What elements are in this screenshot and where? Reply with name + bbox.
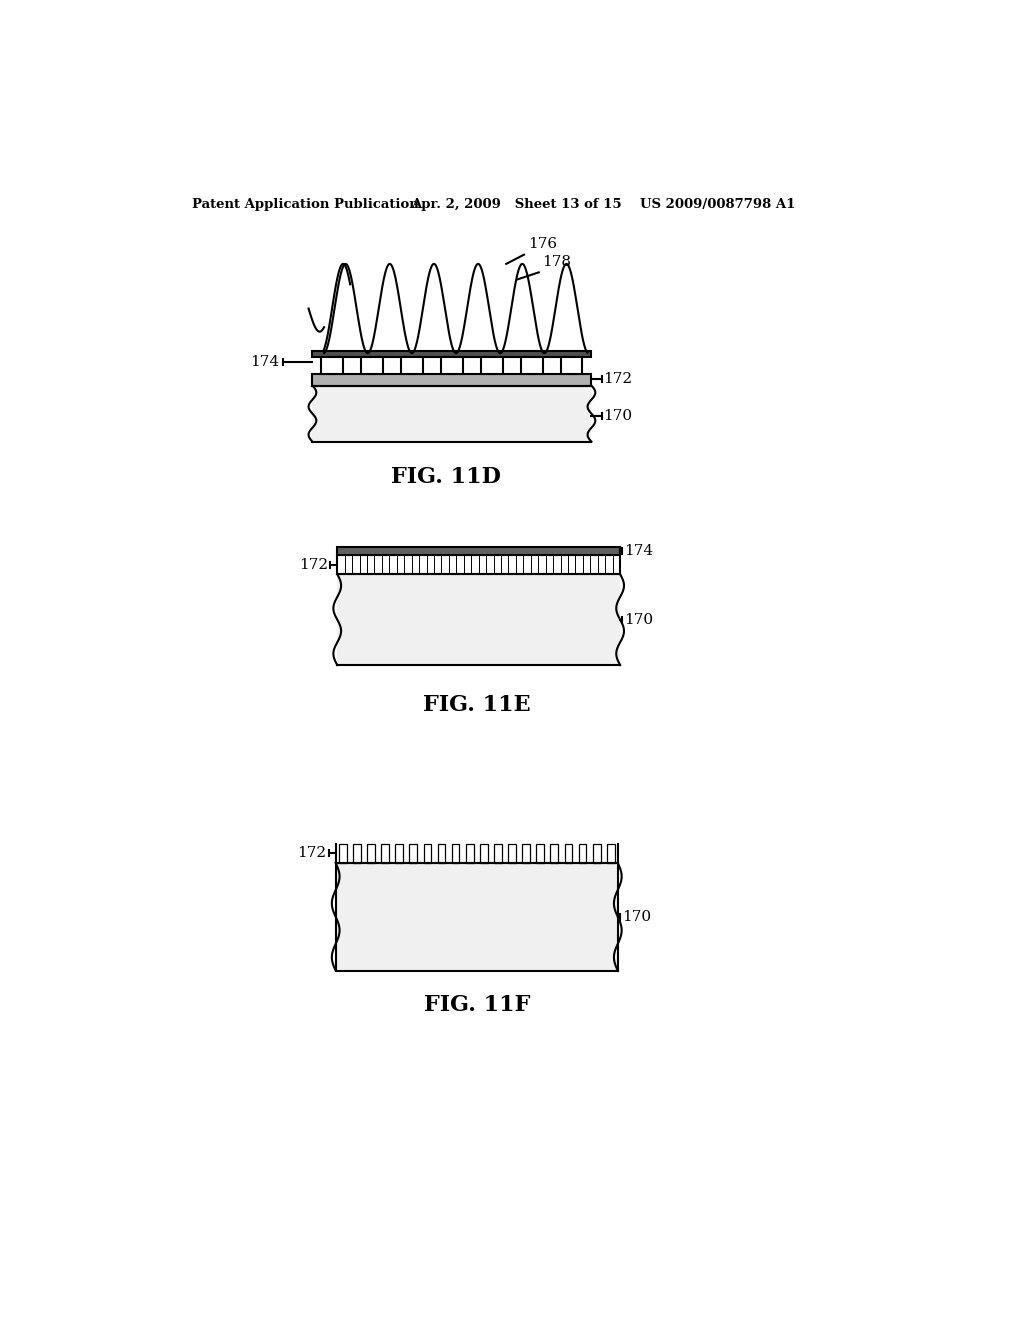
Bar: [337, 548, 621, 554]
Bar: [361, 356, 383, 374]
Text: FIG. 11F: FIG. 11F: [424, 994, 530, 1016]
Text: FIG. 11D: FIG. 11D: [391, 466, 501, 488]
Bar: [480, 843, 487, 863]
Bar: [537, 843, 544, 863]
Bar: [395, 843, 403, 863]
Text: 172: 172: [297, 846, 327, 859]
Bar: [508, 843, 516, 863]
Text: US 2009/0087798 A1: US 2009/0087798 A1: [640, 198, 795, 211]
Bar: [441, 356, 463, 374]
Bar: [337, 574, 621, 665]
Bar: [322, 356, 343, 374]
Bar: [312, 385, 592, 442]
Bar: [579, 843, 587, 863]
Text: 172: 172: [299, 558, 328, 572]
Bar: [522, 843, 530, 863]
Bar: [353, 843, 360, 863]
Text: Patent Application Publication: Patent Application Publication: [191, 198, 418, 211]
Bar: [337, 554, 621, 574]
Bar: [481, 356, 503, 374]
Text: Apr. 2, 2009   Sheet 13 of 15: Apr. 2, 2009 Sheet 13 of 15: [411, 198, 622, 211]
Bar: [520, 356, 543, 374]
Text: FIG. 11E: FIG. 11E: [423, 693, 530, 715]
Text: 174: 174: [624, 544, 653, 558]
Bar: [466, 843, 473, 863]
Text: 170: 170: [623, 909, 651, 924]
Bar: [494, 843, 502, 863]
Bar: [312, 374, 592, 385]
Bar: [593, 843, 600, 863]
Bar: [336, 863, 617, 970]
Bar: [410, 843, 417, 863]
Text: 170: 170: [624, 614, 653, 627]
Bar: [564, 843, 572, 863]
Text: 170: 170: [603, 409, 632, 424]
Bar: [437, 843, 445, 863]
Text: 174: 174: [250, 355, 280, 368]
Text: 176: 176: [528, 236, 557, 251]
Bar: [381, 843, 389, 863]
Text: 172: 172: [603, 372, 632, 387]
Bar: [452, 843, 460, 863]
Bar: [560, 356, 583, 374]
Bar: [551, 843, 558, 863]
Bar: [607, 843, 614, 863]
Bar: [312, 351, 592, 358]
Bar: [339, 843, 347, 863]
Bar: [401, 356, 423, 374]
Bar: [424, 843, 431, 863]
Text: 178: 178: [543, 255, 571, 268]
Bar: [367, 843, 375, 863]
